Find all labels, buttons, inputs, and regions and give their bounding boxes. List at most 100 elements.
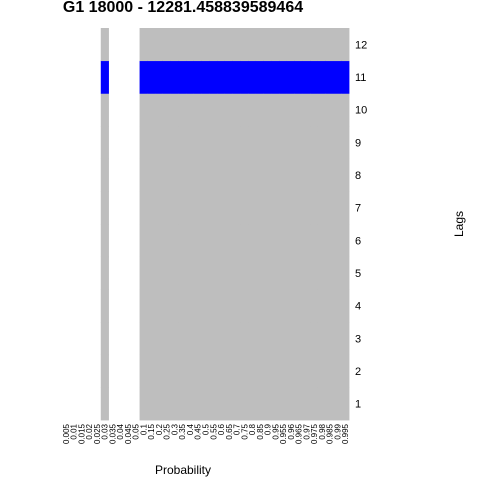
heatmap-cell — [162, 224, 171, 258]
heatmap-cell — [232, 158, 241, 192]
heatmap-cell — [217, 289, 226, 323]
heatmap-cell — [193, 387, 203, 421]
heatmap-cell — [155, 28, 164, 62]
heatmap-cell — [263, 28, 272, 62]
heatmap-cell — [178, 387, 187, 421]
heatmap-cell — [271, 191, 280, 225]
heatmap-cell — [286, 387, 296, 421]
heatmap-cell — [193, 224, 203, 258]
heatmap-cell — [286, 126, 296, 160]
heatmap-cell — [193, 60, 203, 94]
heatmap-cell — [279, 28, 288, 62]
heatmap-cell — [201, 224, 210, 258]
heatmap-cell — [302, 158, 311, 192]
heatmap-cell — [279, 322, 288, 356]
heatmap-cell — [325, 158, 334, 192]
heatmap-cell — [100, 354, 109, 388]
heatmap-cell — [186, 28, 195, 62]
heatmap-cell — [279, 93, 288, 127]
x-tick-label: 0.985 — [326, 423, 335, 444]
heatmap-cell — [279, 191, 288, 225]
heatmap-cell — [317, 191, 327, 225]
heatmap-cell — [294, 387, 303, 421]
heatmap-cell — [302, 289, 311, 323]
heatmap-cell — [325, 191, 334, 225]
heatmap-cell — [147, 289, 156, 323]
heatmap-cell — [162, 158, 171, 192]
heatmap-cell — [201, 158, 210, 192]
heatmap-cell — [178, 158, 187, 192]
heatmap-cell — [209, 387, 218, 421]
heatmap-cell — [255, 322, 265, 356]
heatmap-cell — [170, 289, 179, 323]
heatmap-cell — [186, 322, 195, 356]
heatmap-cell — [325, 93, 334, 127]
x-tick-label: 0.05 — [132, 423, 141, 439]
heatmap-cell — [232, 289, 241, 323]
heatmap-cell — [325, 60, 334, 94]
heatmap-cell — [178, 354, 187, 388]
heatmap-cell — [248, 93, 257, 127]
heatmap-cell — [325, 224, 334, 258]
heatmap-cell — [217, 354, 226, 388]
heatmap-cell — [248, 60, 257, 94]
heatmap-cell — [333, 191, 342, 225]
heatmap-cell — [271, 224, 280, 258]
heatmap-cell — [279, 256, 288, 290]
heatmap-cell — [333, 256, 342, 290]
x-tick-label: 0.8 — [248, 423, 257, 435]
heatmap-cell — [317, 354, 327, 388]
heatmap-cell — [193, 322, 203, 356]
heatmap-cell — [232, 191, 241, 225]
heatmap-cell — [240, 289, 249, 323]
heatmap-cell — [162, 354, 171, 388]
heatmap-cell — [279, 289, 288, 323]
heatmap-cell — [240, 387, 249, 421]
heatmap-cell — [271, 60, 280, 94]
heatmap-cell — [286, 93, 296, 127]
heatmap-cell — [170, 224, 179, 258]
heatmap-cell — [186, 93, 195, 127]
x-tick-labels: 0.0050.010.0150.020.0250.030.0350.040.04… — [62, 423, 350, 444]
heatmap-cell — [294, 158, 303, 192]
heatmap-cell — [139, 387, 148, 421]
heatmap-cell — [201, 322, 210, 356]
heatmap-cell — [139, 60, 148, 94]
x-tick-label: 0.4 — [186, 423, 195, 435]
heatmap-cell — [170, 158, 179, 192]
heatmap-cell — [139, 191, 148, 225]
heatmap-cell — [186, 289, 195, 323]
x-tick-label: 0.45 — [194, 423, 203, 439]
heatmap-cell — [302, 322, 311, 356]
heatmap-cell — [310, 93, 319, 127]
heatmap-cell — [186, 60, 195, 94]
heatmap-cell — [162, 387, 171, 421]
heatmap-cell — [248, 387, 257, 421]
heatmap-cell — [302, 387, 311, 421]
heatmap-cell — [100, 126, 109, 160]
x-tick-label: 0.975 — [310, 423, 319, 444]
heatmap-cell — [310, 354, 319, 388]
heatmap-cell — [248, 289, 257, 323]
heatmap-cell — [224, 28, 234, 62]
heatmap-cell — [224, 354, 234, 388]
heatmap-cell — [248, 256, 257, 290]
heatmap-cell — [209, 322, 218, 356]
heatmap-cell — [100, 158, 109, 192]
heatmap-cell — [325, 387, 334, 421]
heatmap-cell — [325, 256, 334, 290]
heatmap-cell — [248, 126, 257, 160]
heatmap-cell — [155, 126, 164, 160]
heatmap-cell — [217, 60, 226, 94]
heatmap-cell — [255, 224, 265, 258]
y-tick-label: 12 — [355, 39, 367, 51]
x-tick-label: 0.015 — [77, 423, 86, 444]
heatmap-cell — [317, 322, 327, 356]
heatmap-cell — [178, 322, 187, 356]
heatmap-cell — [193, 256, 203, 290]
heatmap-cell — [155, 93, 164, 127]
x-tick-label: 0.5 — [202, 423, 211, 435]
heatmap-cell — [209, 126, 218, 160]
